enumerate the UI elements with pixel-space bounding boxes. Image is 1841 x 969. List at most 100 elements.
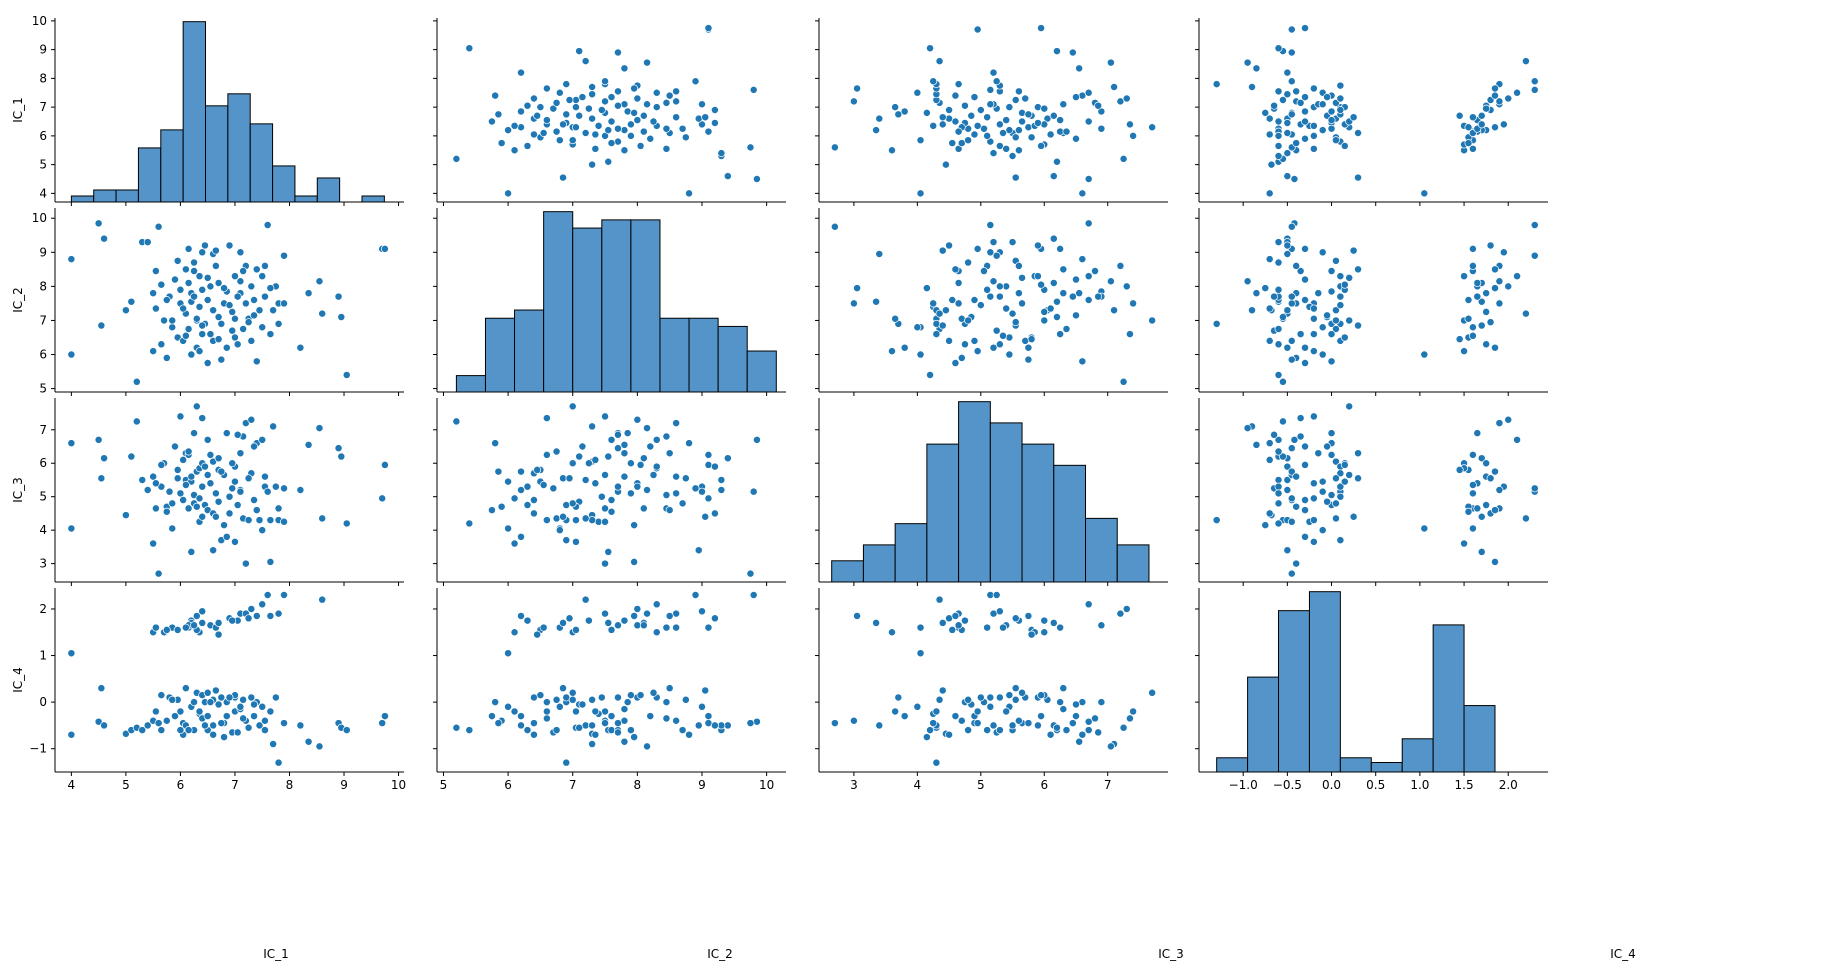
scatter-point	[681, 695, 690, 704]
scatter-point	[989, 238, 998, 247]
scatter-point	[1053, 723, 1061, 732]
scatter-point	[652, 103, 661, 112]
scatter-point	[1473, 279, 1482, 287]
scatter-point	[195, 272, 204, 281]
scatter-point	[749, 487, 758, 496]
scatter-point	[1331, 136, 1340, 145]
scatter-point	[1011, 695, 1020, 704]
scatter-point	[1053, 297, 1061, 306]
x-tick-label: 9	[698, 778, 706, 792]
x-tick-label: 10	[759, 778, 774, 792]
scatter-point	[872, 618, 881, 627]
scatter-point	[588, 160, 597, 169]
scatter-point	[1301, 107, 1309, 116]
scatter-point	[1008, 152, 1017, 160]
scatter-point	[121, 511, 130, 520]
scatter-point	[1301, 275, 1309, 284]
scatter-point	[559, 173, 567, 182]
scatter-point	[1354, 449, 1362, 458]
scatter-point	[269, 422, 278, 431]
scatter-point	[1265, 114, 1274, 123]
scatter-point	[533, 111, 542, 120]
scatter-point	[1468, 323, 1477, 332]
scatter-point	[698, 607, 706, 616]
panel-ic_1-vs-ic_1: 4 5 6 7 8 9 10	[32, 14, 404, 206]
scatter-point	[523, 501, 532, 510]
scatter-point	[260, 261, 269, 270]
scatter-point	[187, 472, 196, 481]
scatter-point	[960, 101, 969, 110]
scatter-point	[1046, 304, 1055, 313]
scatter-point	[752, 175, 761, 183]
hist-bar	[1021, 443, 1055, 583]
scatter-point	[168, 524, 177, 533]
scatter-point	[1301, 343, 1309, 352]
scatter-point	[1340, 280, 1349, 289]
scatter-point	[749, 85, 758, 94]
scatter-point	[989, 68, 998, 77]
scatter-point	[225, 492, 234, 501]
scatter-point	[280, 299, 288, 308]
scatter-point	[517, 107, 525, 116]
scatter-point	[239, 267, 248, 275]
scatter-point	[665, 506, 674, 515]
hist-bar	[1370, 762, 1403, 773]
scatter-point	[1331, 474, 1340, 483]
scatter-point	[591, 730, 600, 739]
scatter-point	[1084, 272, 1093, 281]
scatter-point	[588, 83, 597, 91]
scatter-point	[938, 120, 947, 129]
scatter-point	[1274, 340, 1283, 349]
scatter-point	[494, 110, 503, 119]
scatter-point	[1037, 141, 1046, 150]
scatter-point	[601, 719, 609, 728]
scatter-point	[980, 124, 988, 133]
scatter-point	[523, 101, 532, 110]
scatter-point	[1033, 272, 1042, 281]
scatter-point	[1521, 309, 1530, 318]
scatter-point	[1287, 467, 1296, 476]
scatter-point	[1464, 296, 1473, 304]
scatter-point	[626, 691, 635, 700]
scatter-point	[932, 330, 941, 339]
scatter-point	[1072, 93, 1080, 102]
scatter-point	[581, 476, 590, 484]
scatter-point	[872, 297, 881, 306]
scatter-point	[250, 296, 258, 304]
scatter-point	[378, 719, 387, 728]
scatter-point	[1243, 277, 1252, 286]
scatter-point	[1287, 292, 1296, 301]
scatter-point	[643, 742, 651, 751]
xlabel-ic1: IC_1	[263, 947, 289, 961]
scatter-point	[1040, 616, 1049, 625]
scatter-point	[749, 591, 758, 599]
scatter-point	[100, 454, 109, 463]
scatter-point	[523, 141, 532, 150]
scatter-point	[1037, 24, 1046, 33]
scatter-point	[1072, 275, 1080, 284]
scatter-point	[214, 279, 223, 287]
scatter-point	[849, 97, 858, 106]
scatter-point	[597, 693, 606, 702]
scatter-point	[685, 730, 694, 739]
scatter-point	[1491, 123, 1499, 132]
scatter-point	[1499, 120, 1508, 129]
scatter-point	[626, 120, 635, 129]
scatter-point	[274, 319, 283, 328]
scatter-point	[151, 479, 160, 488]
scatter-point	[1292, 502, 1301, 511]
scatter-point	[1491, 84, 1499, 93]
scatter-point	[274, 504, 283, 513]
scatter-point	[171, 712, 179, 721]
scatter-point	[1468, 450, 1477, 459]
hist-bar	[1216, 757, 1249, 773]
scatter-point	[1464, 314, 1473, 323]
scatter-point	[964, 726, 973, 735]
scatter-point	[1129, 299, 1138, 308]
scatter-point	[1283, 462, 1292, 471]
scatter-point	[1018, 299, 1027, 308]
y-tick-label: 6	[39, 129, 47, 143]
scatter-point	[639, 621, 648, 630]
scatter-point	[198, 330, 207, 339]
scatter-point	[630, 733, 639, 742]
